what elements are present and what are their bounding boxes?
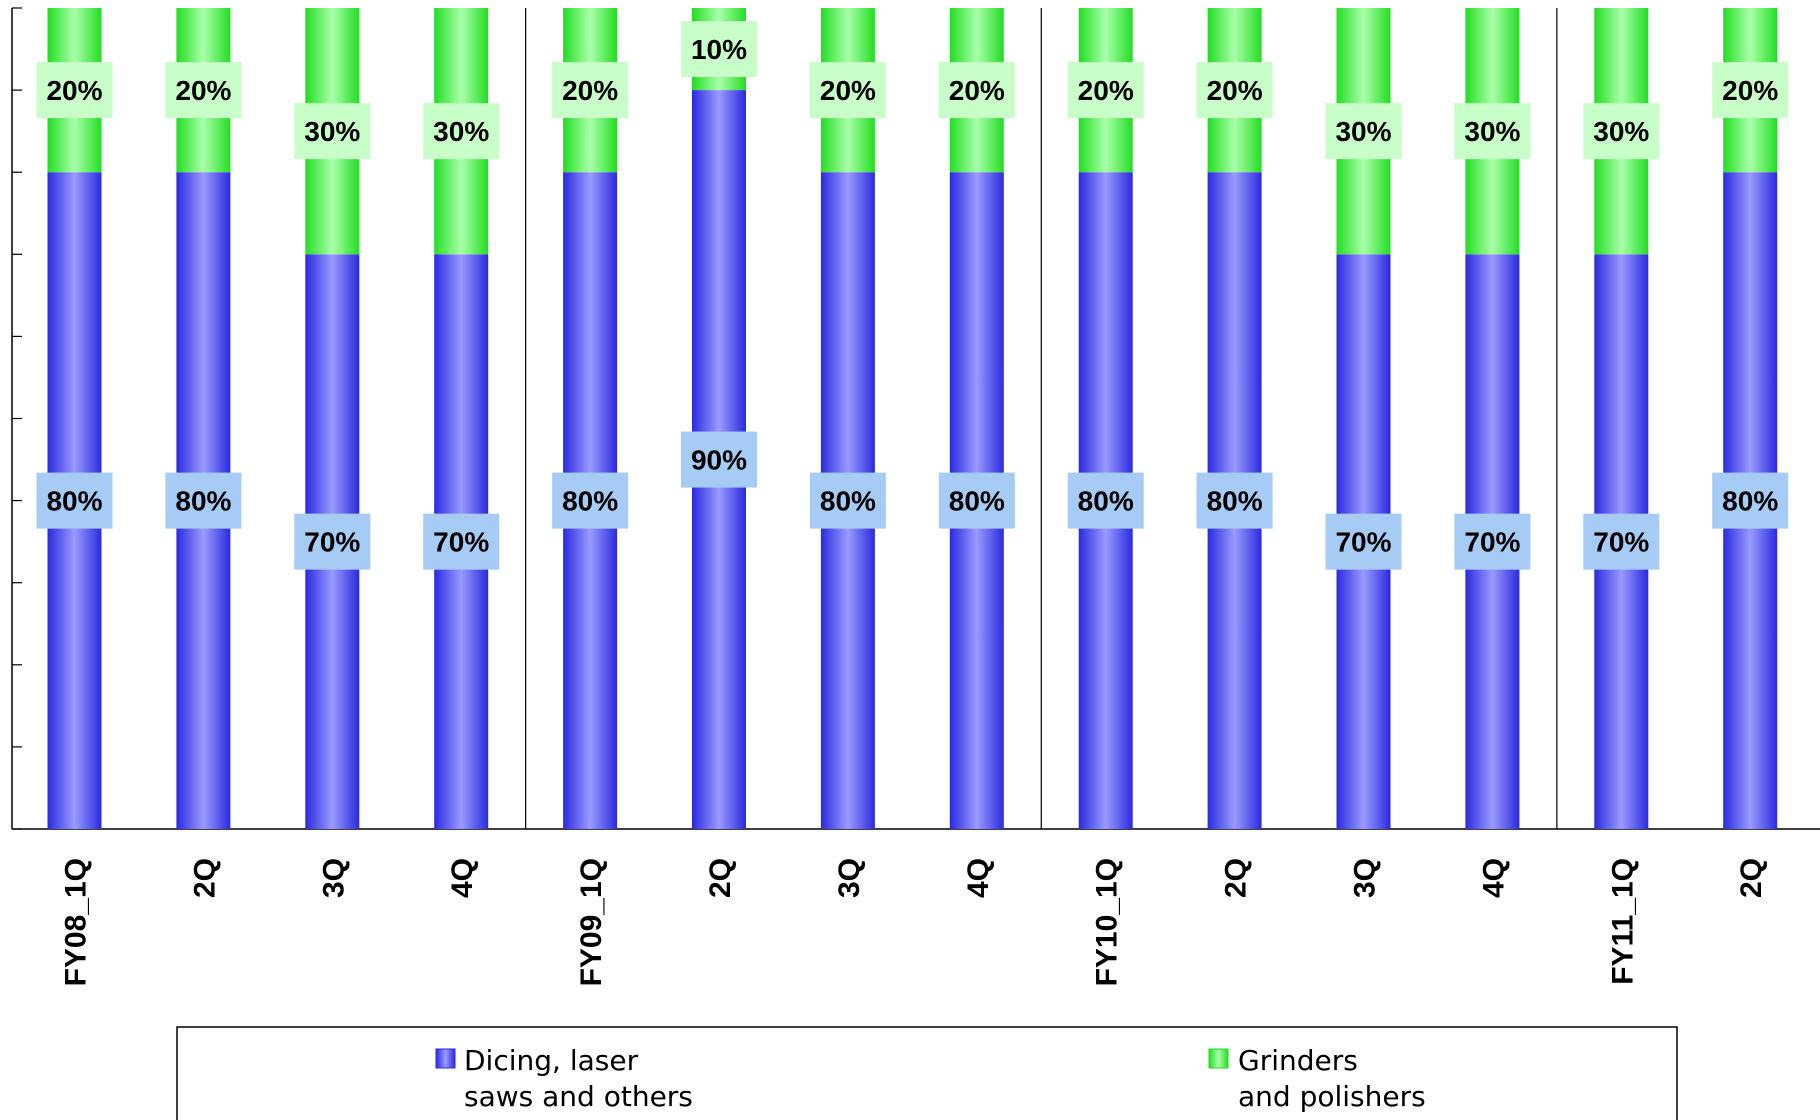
data-label: 30% [1464, 116, 1520, 147]
data-label-box [1067, 472, 1144, 529]
data-label-box [165, 472, 242, 529]
x-tick-label: 3Q [1349, 858, 1382, 898]
data-label: 70% [1593, 527, 1649, 558]
x-tick-label: FY08_1Q [60, 858, 93, 986]
data-label-box [1583, 103, 1660, 160]
data-label: 80% [1207, 486, 1263, 517]
x-tick-label: FY09_1Q [575, 858, 608, 986]
data-label: 30% [1335, 116, 1391, 147]
x-tick-label: 2Q [188, 858, 221, 898]
data-label-box [1454, 103, 1531, 160]
data-label-box [1583, 513, 1660, 570]
data-label-box [1196, 62, 1273, 119]
data-labels: 80% 20% 80% 20% 70% 30% 70% 30% 80% 20% 90% 10% 80% 2… [36, 21, 1789, 570]
x-tick-label: 4Q [1477, 858, 1510, 898]
data-label-box [36, 62, 113, 119]
data-label: 30% [433, 116, 489, 147]
data-label-box [809, 62, 886, 119]
data-label-box [1067, 62, 1144, 119]
data-label: 70% [1464, 527, 1520, 558]
data-label-box [165, 62, 242, 119]
data-label-box [1712, 62, 1789, 119]
data-label-box [1454, 513, 1531, 570]
legend-label-dicing-line2: saws and others [464, 1080, 693, 1113]
data-label: 70% [1335, 527, 1391, 558]
data-label: 20% [1722, 75, 1778, 106]
data-label-box [938, 472, 1015, 529]
data-label: 20% [562, 75, 618, 106]
x-tick-label: 2Q [1735, 858, 1768, 898]
data-label-box [1325, 513, 1402, 570]
data-label: 80% [1078, 486, 1134, 517]
data-label: 20% [175, 75, 231, 106]
x-tick-label: 4Q [446, 858, 479, 898]
legend-label-dicing-line1: Dicing, laser [464, 1044, 639, 1077]
data-label-box [552, 62, 629, 119]
data-label: 80% [949, 486, 1005, 517]
data-label: 90% [691, 445, 747, 476]
x-tick-label: FY11_1Q [1606, 858, 1639, 985]
legend-frame [176, 1026, 1678, 1120]
data-label: 20% [949, 75, 1005, 106]
x-tick-labels: FY08_1Q 2Q 3Q 4Q FY09_1Q 2Q 3Q 4Q FY10_1Q 2Q 3Q 4Q F… [60, 858, 1769, 986]
data-label-box [1712, 472, 1789, 529]
legend-label-grinders-line1: Grinders [1238, 1044, 1358, 1077]
data-label: 70% [433, 527, 489, 558]
data-label-box [938, 62, 1015, 119]
legend-label-grinders-line2: and polishers [1238, 1080, 1426, 1113]
data-label-box [294, 103, 371, 160]
data-label-box [1325, 103, 1402, 160]
data-label-box [681, 21, 757, 78]
data-label: 80% [820, 486, 876, 517]
data-label: 20% [46, 75, 102, 106]
x-tick-label: 4Q [962, 858, 995, 898]
data-label-box [423, 513, 500, 570]
data-label: 20% [1078, 75, 1134, 106]
x-tick-label: 3Q [317, 858, 350, 898]
x-tick-label: FY10_1Q [1091, 858, 1124, 986]
data-label: 80% [175, 486, 231, 517]
x-tick-label: 2Q [704, 858, 737, 898]
data-label: 70% [304, 527, 360, 558]
data-label-box [294, 513, 371, 570]
data-label: 80% [562, 486, 618, 517]
data-label: 30% [1593, 116, 1649, 147]
data-label: 80% [46, 486, 102, 517]
data-label: 80% [1722, 486, 1778, 517]
data-label-box [36, 472, 113, 529]
data-label-box [423, 103, 500, 160]
data-label-box [1196, 472, 1273, 529]
data-label: 20% [820, 75, 876, 106]
legend-swatch-dicing [435, 1048, 456, 1069]
chart-axes [11, 7, 1820, 830]
x-tick-label: 2Q [1220, 858, 1253, 898]
data-label-box [552, 472, 629, 529]
data-label: 10% [691, 34, 747, 65]
data-label: 30% [304, 116, 360, 147]
legend: Dicing, laser saws and others Grinders a… [176, 1026, 1678, 1120]
x-tick-label: 3Q [833, 858, 866, 898]
data-label-box [809, 472, 886, 529]
data-label: 20% [1207, 75, 1263, 106]
legend-swatch-grinders [1208, 1048, 1229, 1069]
data-label-box [681, 431, 757, 488]
